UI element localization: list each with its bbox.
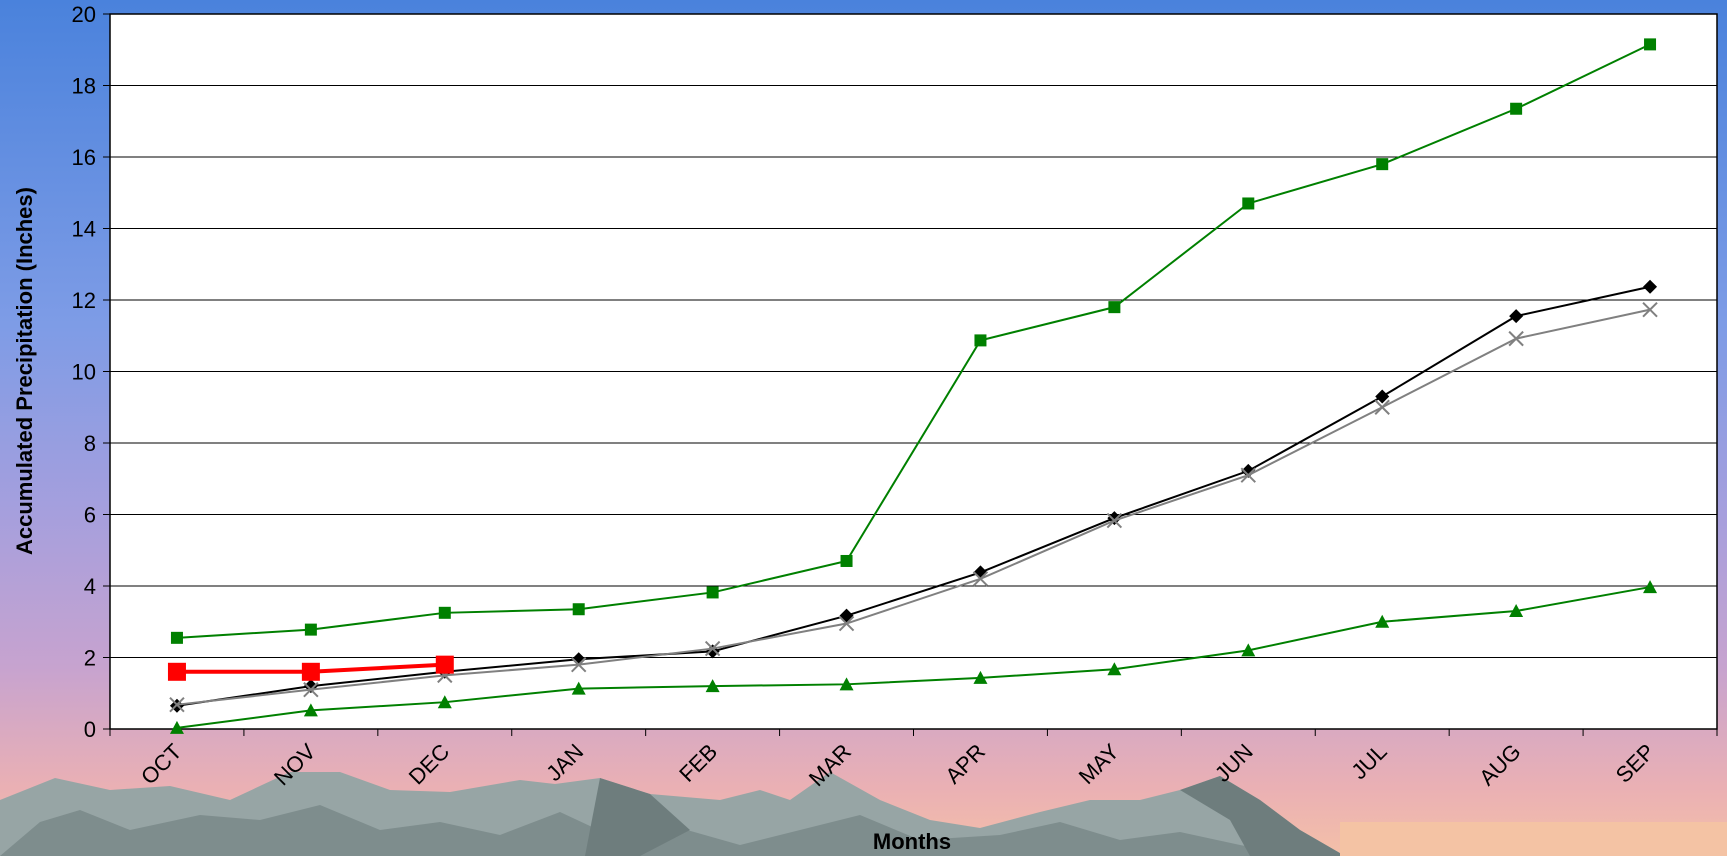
series-line [176, 285, 1651, 707]
y-tick-label: 12 [72, 288, 96, 313]
data-point [303, 681, 319, 698]
data-point [167, 662, 186, 681]
y-tick-label: 4 [84, 574, 96, 599]
data-point [304, 623, 317, 636]
series-3 [169, 301, 1658, 713]
data-point [706, 586, 719, 599]
data-point [571, 652, 586, 667]
data-point [1240, 467, 1256, 483]
series-line [176, 43, 1651, 639]
lower-right-block [1340, 822, 1727, 856]
y-tick-label: 10 [72, 360, 96, 385]
series-1 [170, 38, 1657, 644]
x-tick-marks [109, 729, 1718, 736]
data-point [705, 679, 720, 693]
x-tick-label: FEB [674, 739, 722, 787]
data-point [301, 662, 320, 681]
series-group [167, 38, 1658, 734]
data-point [1643, 279, 1658, 294]
x-tick-label: DEC [404, 739, 455, 790]
x-tick-label: SEP [1611, 739, 1660, 788]
data-point [303, 703, 318, 717]
data-point [1643, 580, 1658, 594]
x-tick-label: APR [940, 739, 990, 789]
x-tick-label: OCT [136, 739, 187, 790]
data-point [1642, 301, 1658, 318]
data-point [1241, 643, 1256, 657]
x-tick-label: MAY [1074, 739, 1124, 789]
data-point [1644, 38, 1657, 51]
y-tick-label: 0 [84, 717, 96, 742]
data-point [169, 696, 185, 713]
data-point [1107, 662, 1122, 676]
data-point [1510, 102, 1523, 115]
y-tick-label: 16 [72, 145, 96, 170]
data-point [1376, 158, 1389, 171]
series-line [176, 586, 1651, 729]
gridlines [103, 13, 1717, 730]
data-point [704, 640, 721, 657]
data-point [1375, 614, 1390, 628]
data-point [571, 681, 586, 695]
data-point [572, 603, 585, 616]
x-tick-label: AUG [1474, 739, 1525, 790]
y-tick-label: 6 [84, 503, 96, 528]
y-tick-labels: 0 2 4 6 8 10 12 14 16 18 20 [72, 2, 96, 742]
series-5 [167, 655, 454, 681]
data-point [170, 631, 183, 644]
data-point [1242, 197, 1255, 210]
y-tick-label: 2 [84, 646, 96, 671]
data-point [1374, 399, 1390, 415]
data-point [1108, 301, 1121, 314]
x-tick-label: JUL [1346, 739, 1391, 784]
y-tick-label: 8 [84, 431, 96, 456]
data-point [169, 720, 184, 734]
data-point [571, 656, 587, 673]
data-point [1508, 330, 1524, 347]
data-point [1509, 309, 1524, 324]
data-point [838, 615, 855, 632]
x-tick-label: JAN [541, 739, 588, 786]
x-axis-title: Months [873, 829, 951, 854]
data-point [974, 334, 987, 347]
data-point [1106, 512, 1123, 529]
series-line [176, 308, 1651, 706]
data-point [1509, 604, 1524, 618]
y-tick-label: 20 [72, 2, 96, 27]
data-point [435, 655, 454, 674]
data-point [972, 571, 989, 587]
y-tick-label: 18 [72, 74, 96, 99]
y-axis-title: Accumulated Precipitation (Inches) [12, 187, 37, 555]
data-point [840, 554, 853, 567]
data-point [1375, 389, 1390, 404]
data-point [973, 670, 988, 684]
mountain-decoration [0, 772, 1345, 856]
y-tick-label: 14 [72, 217, 96, 242]
data-point [839, 677, 854, 691]
data-point [437, 695, 452, 709]
series-4 [169, 580, 1658, 734]
data-point [438, 606, 451, 619]
